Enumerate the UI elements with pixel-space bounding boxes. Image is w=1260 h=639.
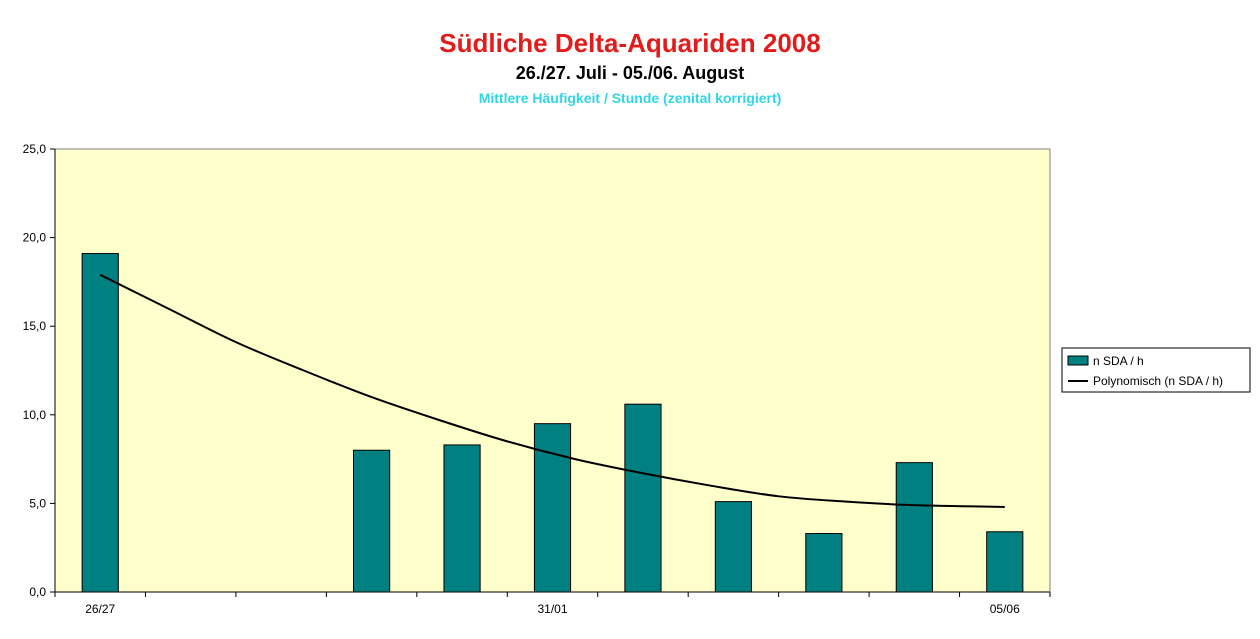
chart-subsubtitle: Mittlere Häufigkeit / Stunde (zenital ko… [478, 90, 782, 106]
y-axis: 0,0 5,0 10,0 15,0 20,0 25,0 [23, 142, 56, 599]
y-tick-label: 25,0 [23, 142, 47, 156]
bar [81, 253, 119, 593]
y-tick-label: 20,0 [23, 231, 47, 245]
chart-title: Südliche Delta-Aquariden 2008 [439, 28, 821, 58]
legend-box [1061, 347, 1251, 393]
y-tick-label: 5,0 [29, 496, 46, 510]
x-tick-label: 26/27 [85, 602, 115, 616]
x-tick-label: 05/06 [990, 602, 1020, 616]
y-tick-label: 0,0 [29, 585, 46, 599]
legend: n SDA / h Polynomisch (n SDA / h) [1061, 347, 1251, 393]
bar [714, 501, 752, 593]
bar [624, 403, 662, 593]
bar [895, 462, 933, 593]
bar [986, 531, 1024, 593]
bar [353, 449, 391, 593]
chart-subtitle: 26./27. Juli - 05./06. August [515, 63, 745, 83]
x-tick-label: 31/01 [537, 602, 567, 616]
y-tick-label: 10,0 [23, 408, 47, 422]
trendline [99, 273, 1005, 508]
legend-swatch-bar [1067, 355, 1089, 366]
bar [805, 533, 843, 593]
bar-series [81, 253, 1024, 593]
bar [533, 423, 572, 593]
legend-label-trendline: Polynomisch (n SDA / h) [1093, 374, 1223, 388]
y-tick-label: 15,0 [23, 319, 47, 333]
x-axis: 26/27 31/01 05/06 [54, 591, 1051, 616]
bar [443, 444, 481, 593]
legend-label-bar: n SDA / h [1093, 354, 1144, 368]
